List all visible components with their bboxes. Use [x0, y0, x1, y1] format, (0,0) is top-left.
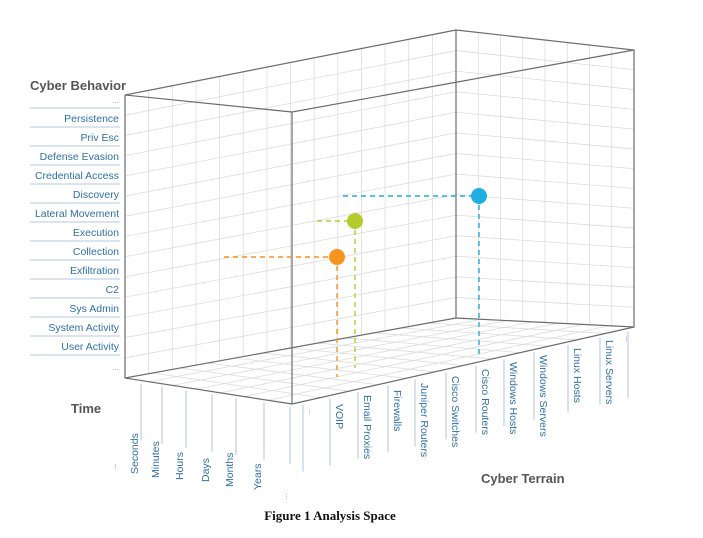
time-labels: ... Seconds Minutes Hours Days Months Ye… [109, 433, 289, 500]
behavior-labels: ... Persistence Priv Esc Defense Evasion… [35, 96, 120, 372]
terrain-label-cisco-switches: Cisco Switches [449, 376, 461, 447]
floor-grid-line [172, 320, 507, 386]
floor-grid-line [373, 332, 549, 347]
floor-grid-line [207, 362, 378, 386]
floor-grid-line [196, 321, 533, 390]
terrain-ellipsis-start: ... [307, 408, 316, 415]
bottom-front-edge [124, 377, 293, 405]
time-ellipsis-start: ... [109, 463, 118, 470]
bottom-right-edge [291, 326, 635, 405]
behavior-label-execution: Execution [73, 227, 119, 239]
terrain-labels: ... VOIP Email Proxies Firewalls Juniper… [307, 335, 633, 459]
floor-grid-line [235, 357, 407, 379]
terrain-axis-title: Cyber Terrain [481, 471, 565, 486]
terrain-label-cisco-routers: Cisco Routers [479, 369, 491, 435]
terrain-label-voip: VOIP [333, 404, 345, 429]
data-point-green-group [317, 213, 363, 368]
box-edges [124, 29, 635, 405]
orange-data-point [329, 249, 345, 265]
data-point-orange-group [224, 249, 345, 377]
time-ellipsis-end: ... [280, 493, 289, 500]
time-label-days: Days [200, 458, 212, 482]
behavior-label-sys-admin: Sys Admin [69, 303, 119, 315]
floor-grid-line [318, 342, 492, 360]
behavior-label-persistence: Persistence [64, 113, 119, 125]
floor-grid-line [400, 327, 578, 341]
time-label-ticks [140, 383, 291, 464]
floor-grid-line [268, 325, 609, 401]
floor-grid-line [180, 367, 350, 392]
floor-grid-line [148, 318, 482, 383]
terrain-label-linux-servers: Linux Servers [603, 340, 615, 404]
time-label-years: Years [252, 464, 264, 490]
behavior-label-exfiltration: Exfiltration [70, 265, 119, 277]
time-label-minutes: Minutes [150, 441, 162, 478]
behavior-label-discovery: Discovery [73, 189, 120, 201]
top-right-edge [291, 49, 635, 113]
terrain-label-windows-hosts: Windows Hosts [507, 362, 519, 434]
behavior-ellipsis-bottom: ... [112, 363, 119, 372]
floor-grid-line [290, 347, 464, 366]
behavior-label-system-activity: System Activity [48, 322, 119, 334]
terrain-label-email-proxies: Email Proxies [361, 395, 373, 459]
behavior-label-credential-access: Credential Access [35, 170, 119, 182]
behavior-label-defense-evasion: Defense Evasion [40, 151, 120, 163]
left-wall-grid [124, 34, 457, 374]
terrain-label-windows-servers: Windows Servers [537, 355, 549, 437]
behavior-label-collection: Collection [73, 246, 119, 258]
terrain-ellipsis-end: ... [624, 335, 633, 342]
floor-grid-line [244, 324, 584, 397]
behavior-axis-title: Cyber Behavior [30, 78, 126, 93]
terrain-label-linux-hosts: Linux Hosts [571, 348, 583, 403]
top-front-edge [124, 94, 293, 113]
bottom-left-edge [124, 317, 457, 379]
green-data-point [347, 213, 363, 229]
time-label-months: Months [224, 453, 236, 487]
time-label-seconds: Seconds [129, 433, 141, 474]
behavior-ellipsis-top: ... [112, 96, 119, 105]
terrain-label-firewalls: Firewalls [391, 390, 403, 431]
behavior-label-priv-esc: Priv Esc [80, 132, 119, 144]
behavior-label-c2: C2 [106, 284, 120, 296]
data-point-blue-group [343, 188, 487, 355]
top-left-edge [124, 29, 457, 96]
terrain-label-ticks [302, 331, 629, 472]
floor-grid-line [428, 322, 606, 334]
behavior-label-user-activity: User Activity [61, 341, 120, 353]
time-axis-title: Time [71, 401, 101, 416]
floor-grid-line [220, 322, 558, 394]
blue-data-point [471, 188, 487, 204]
terrain-label-juniper-routers: Juniper Routers [418, 383, 430, 457]
floor-grid-line [345, 337, 521, 354]
time-label-hours: Hours [174, 452, 186, 480]
behavior-label-underlines [30, 107, 120, 356]
behavior-label-lateral-movement: Lateral Movement [35, 208, 119, 220]
figure-caption: Figure 1 Analysis Space [264, 508, 396, 523]
back-wall-grid [455, 32, 635, 326]
